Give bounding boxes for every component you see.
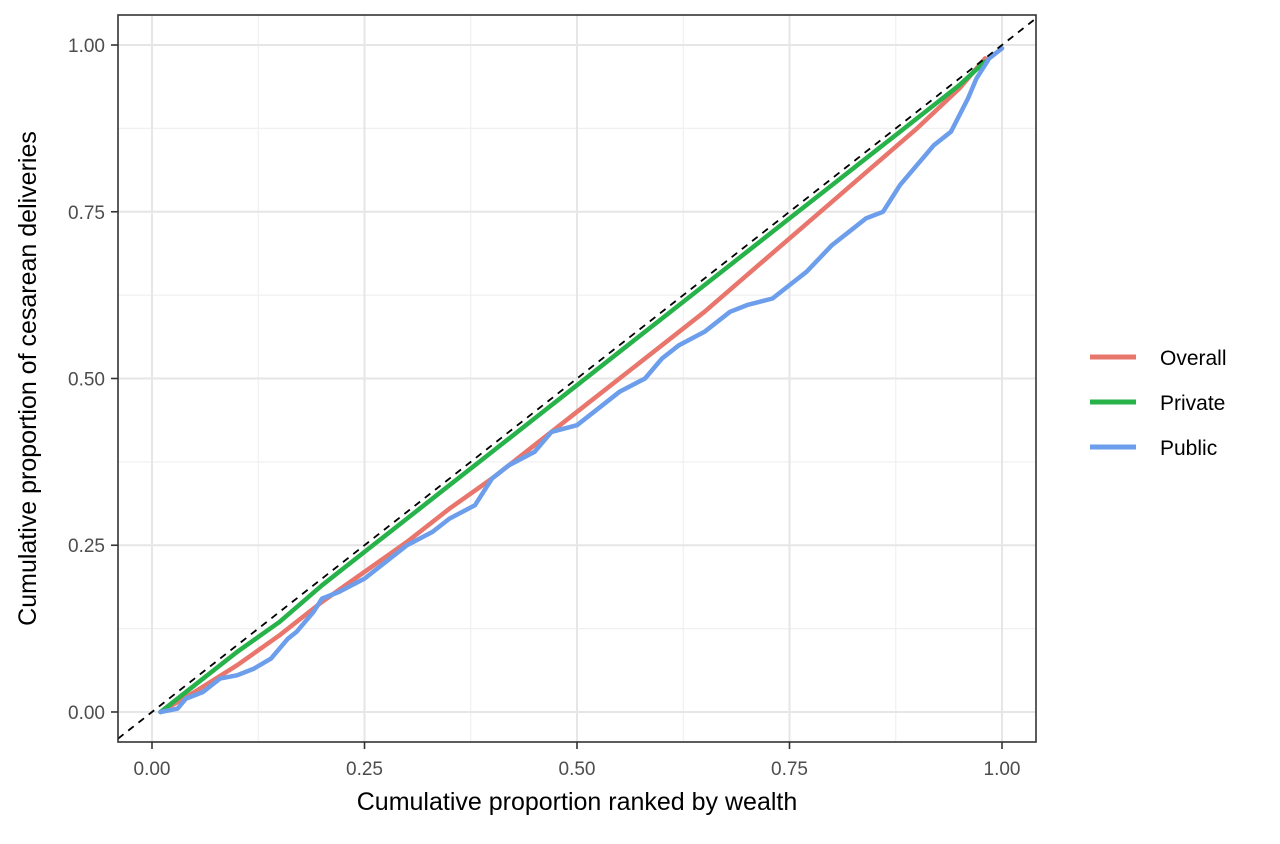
x-tick-label: 0.50 <box>559 759 596 780</box>
x-tick-label: 1.00 <box>984 759 1021 780</box>
x-axis: 0.00 0.25 0.50 0.75 1.00 <box>134 742 1021 780</box>
plot-area <box>117 14 1037 743</box>
legend-label-public: Public <box>1160 437 1217 460</box>
x-tick-label: 0.00 <box>134 759 171 780</box>
x-tick-label: 0.25 <box>346 759 383 780</box>
legend-label-private: Private <box>1160 392 1225 415</box>
x-tick-label: 0.75 <box>771 759 808 780</box>
y-axis-label: Cumulative proportion of cesarean delive… <box>14 131 42 626</box>
grid-major <box>118 15 1036 742</box>
y-axis: 0.00 0.25 0.50 0.75 1.00 <box>68 36 118 724</box>
y-tick-label: 1.00 <box>68 36 105 57</box>
y-tick-label: 0.50 <box>68 370 105 391</box>
series-line-private <box>158 59 988 715</box>
y-tick-label: 0.00 <box>68 703 105 724</box>
series-line-public <box>158 46 1005 715</box>
series-layer <box>158 46 1005 715</box>
series-line-overall <box>158 56 988 715</box>
y-tick-label: 0.75 <box>68 203 105 224</box>
x-axis-label: Cumulative proportion ranked by wealth <box>357 788 798 816</box>
legend: Overall Private Public <box>1090 347 1227 460</box>
legend-label-overall: Overall <box>1160 347 1227 370</box>
y-tick-label: 0.25 <box>68 536 105 557</box>
